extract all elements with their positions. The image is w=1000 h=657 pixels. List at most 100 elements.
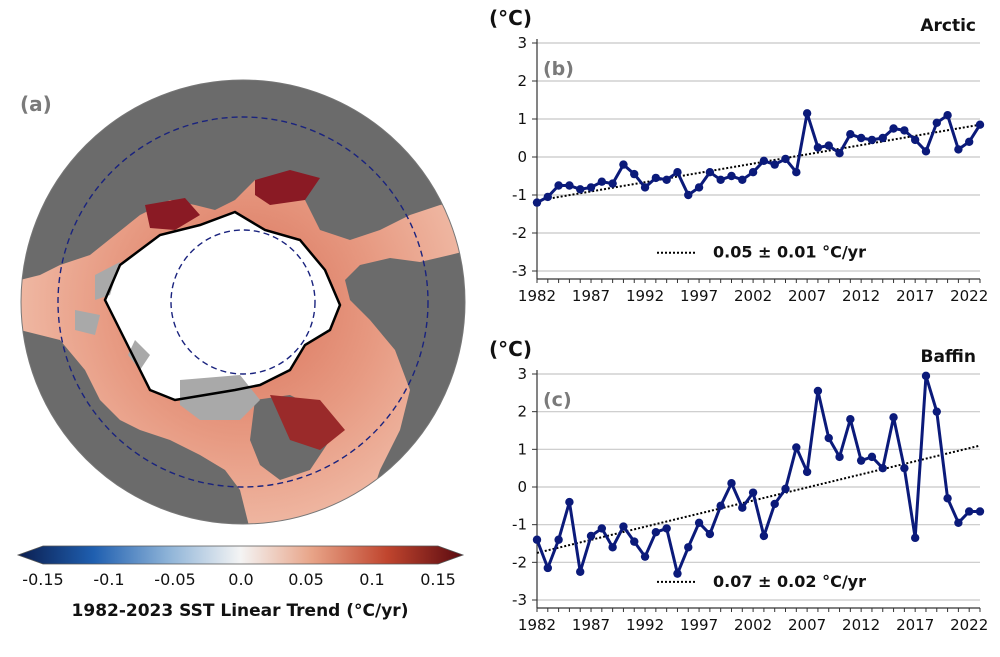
x-tick-label: 1992 xyxy=(626,287,664,305)
data-point xyxy=(921,147,931,156)
colorbar-tick: 0.1 xyxy=(359,570,384,589)
data-point xyxy=(532,198,542,207)
data-point xyxy=(608,179,617,188)
x-tick-label: 1997 xyxy=(680,287,718,305)
data-point xyxy=(867,452,877,462)
x-tick-label: 2017 xyxy=(896,616,934,634)
data-point xyxy=(824,433,833,443)
x-tick-label: 1982 xyxy=(518,616,556,634)
trend-label: 0.07 ± 0.02 °C/yr xyxy=(713,572,866,591)
x-tick-label: 2002 xyxy=(734,616,772,634)
data-point xyxy=(921,371,931,381)
y-tick-label: 0 xyxy=(517,148,527,166)
inner-dashed-circle xyxy=(170,229,316,375)
chart-title: Baffin xyxy=(921,347,977,367)
data-point xyxy=(781,154,790,164)
colorbar-tick: -0.1 xyxy=(93,570,124,589)
y-tick-label: 1 xyxy=(517,440,527,458)
data-point xyxy=(705,529,715,539)
y-tick-label: -2 xyxy=(512,553,527,571)
data-point xyxy=(586,183,596,192)
y-tick-label: -1 xyxy=(512,516,527,534)
x-tick-label: 1987 xyxy=(572,287,610,305)
data-point xyxy=(619,522,628,531)
x-tick-label: 2002 xyxy=(734,287,772,305)
y-tick-label: 1 xyxy=(517,110,527,128)
data-point xyxy=(954,145,963,154)
y-tick-label: 3 xyxy=(517,365,527,383)
data-point xyxy=(738,175,747,184)
data-point xyxy=(748,168,758,177)
data-point xyxy=(684,190,693,200)
data-point xyxy=(964,137,974,146)
colorbar-tick: -0.05 xyxy=(154,570,195,589)
x-tick-label: 1982 xyxy=(518,287,556,305)
sea-ice-area xyxy=(105,212,340,400)
y-tick-label: -3 xyxy=(512,262,527,280)
colorbar-tick: 0.15 xyxy=(420,570,456,589)
data-point xyxy=(943,111,952,120)
y-tick-label: 0 xyxy=(517,478,527,496)
data-point xyxy=(716,501,725,511)
data-point xyxy=(792,443,801,452)
data-point xyxy=(673,168,682,177)
data-point xyxy=(640,183,650,192)
data-point xyxy=(835,452,844,462)
data-point xyxy=(813,143,823,152)
data-point xyxy=(802,467,812,477)
data-point xyxy=(910,135,920,145)
y-tick-label: 3 xyxy=(517,34,527,52)
y-tick-label: 2 xyxy=(517,403,527,421)
data-point xyxy=(597,524,607,533)
data-point xyxy=(943,494,952,503)
data-point xyxy=(867,135,877,145)
y-tick-label: -3 xyxy=(512,591,527,609)
data-point xyxy=(651,173,661,183)
series-line xyxy=(535,374,980,576)
data-point xyxy=(716,175,725,184)
dark-warming-south xyxy=(270,395,345,450)
x-tick-label: 2012 xyxy=(842,616,880,634)
panel-label: (b) xyxy=(543,58,574,80)
mask-patch xyxy=(75,262,260,420)
data-point xyxy=(846,130,855,139)
data-point xyxy=(932,407,941,416)
x-tick-label: 2007 xyxy=(788,287,826,305)
data-point xyxy=(759,531,769,541)
dark-warming-north xyxy=(145,170,320,230)
trend-label: 0.05 ± 0.01 °C/yr xyxy=(713,243,866,262)
x-tick-label: 2022 xyxy=(950,287,988,305)
x-tick-label: 2017 xyxy=(896,287,934,305)
land-north-eurasia xyxy=(21,80,465,280)
colorbar-gradient xyxy=(16,545,465,565)
data-point xyxy=(586,531,596,541)
data-point xyxy=(889,413,898,422)
data-point xyxy=(554,181,563,190)
y-tick-label: -1 xyxy=(512,186,527,204)
data-point xyxy=(694,183,704,192)
colorbar-tick: 0.05 xyxy=(288,570,324,589)
data-point xyxy=(662,524,671,533)
data-point xyxy=(900,463,909,473)
data-point xyxy=(910,533,920,543)
data-point xyxy=(543,563,553,573)
data-point xyxy=(630,537,639,546)
y-tick-label: 2 xyxy=(517,72,527,90)
panel-label-a: (a) xyxy=(20,92,52,116)
data-point xyxy=(738,503,747,512)
colorbar-label: 1982-2023 SST Linear Trend (°C/yr) xyxy=(72,601,409,621)
data-point xyxy=(792,168,801,177)
outer-dashed-circle xyxy=(57,116,429,488)
data-point xyxy=(889,124,898,133)
data-point xyxy=(565,497,574,507)
data-point xyxy=(975,507,985,516)
x-tick-label: 1992 xyxy=(626,616,664,634)
data-point xyxy=(727,171,736,181)
data-point xyxy=(835,149,844,158)
data-point xyxy=(651,528,661,537)
data-point xyxy=(619,160,628,169)
data-point xyxy=(813,386,823,396)
x-tick-label: 2012 xyxy=(842,287,880,305)
